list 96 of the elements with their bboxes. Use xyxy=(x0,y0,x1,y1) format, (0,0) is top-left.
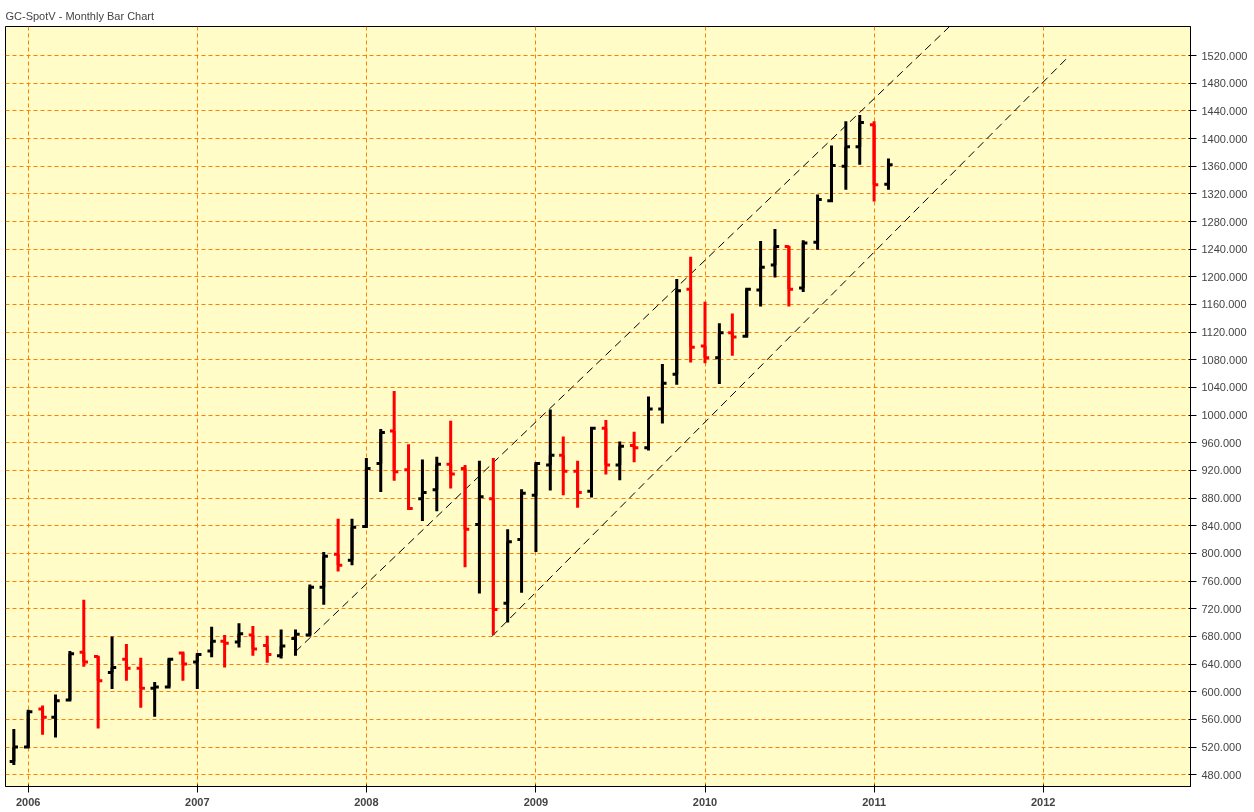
candlestick xyxy=(797,238,809,294)
candlestick xyxy=(713,321,726,386)
candlestick xyxy=(459,463,471,569)
candlestick xyxy=(22,708,34,749)
candlestick xyxy=(854,113,866,167)
y-tick-label: 880.000 xyxy=(1201,492,1242,505)
y-tick-label: 1160.000 xyxy=(1201,298,1247,311)
y-tick-label: 480.000 xyxy=(1201,768,1242,781)
candlestick xyxy=(825,143,838,204)
y-tick-label: 920.000 xyxy=(1201,464,1242,477)
candlestick xyxy=(247,624,259,658)
y-tick-label: 1040.000 xyxy=(1201,381,1248,394)
candlestick xyxy=(318,550,330,607)
y-tick-label: 960.000 xyxy=(1201,436,1242,449)
candlestick xyxy=(36,704,49,737)
candlestick xyxy=(233,621,245,649)
x-tick-label: 2011 xyxy=(862,795,887,808)
candlestick xyxy=(671,277,683,387)
candlestick xyxy=(261,634,273,665)
candlestick xyxy=(642,394,655,452)
candlestick xyxy=(868,119,880,203)
candlestick xyxy=(375,427,387,494)
y-tick-label: 1360.000 xyxy=(1201,160,1248,173)
candlestick xyxy=(557,435,569,497)
candlestick xyxy=(92,654,104,730)
candlestick xyxy=(177,651,189,683)
x-tick-label: 2009 xyxy=(523,795,549,808)
candlestick xyxy=(544,408,556,493)
y-tick-label: 1000.000 xyxy=(1201,409,1248,422)
candlestick xyxy=(346,517,358,567)
y-tick-label: 560.000 xyxy=(1201,713,1242,726)
candlestick xyxy=(515,487,528,595)
y-tick-label: 840.000 xyxy=(1201,519,1242,532)
y-tick-label: 1080.000 xyxy=(1201,353,1248,366)
candlestick xyxy=(741,286,753,339)
y-tick-label: 1320.000 xyxy=(1201,187,1248,200)
candlestick xyxy=(628,430,640,464)
candlestick xyxy=(120,642,133,683)
candlestick xyxy=(726,311,739,358)
y-tick-label: 600.000 xyxy=(1201,685,1242,698)
y-tick-label: 1440.000 xyxy=(1201,104,1248,117)
y-tick-label: 720.000 xyxy=(1201,602,1242,615)
candlestick xyxy=(275,628,287,661)
candlestick xyxy=(78,598,90,669)
candlestick xyxy=(600,418,612,477)
candlestick xyxy=(218,633,231,670)
candlestick xyxy=(614,439,626,482)
candlestick xyxy=(431,455,443,513)
y-tick-label: 1120.000 xyxy=(1201,326,1247,339)
candlestick xyxy=(205,625,218,659)
x-tick-label: 2007 xyxy=(185,795,210,808)
x-tick-label: 2008 xyxy=(354,795,379,808)
candlestick xyxy=(402,442,415,510)
candlestick xyxy=(530,460,542,554)
candlestick xyxy=(106,634,118,691)
x-tick-label: 2010 xyxy=(692,795,718,808)
candlestick xyxy=(473,459,486,596)
candlestick xyxy=(8,727,20,767)
candlestick xyxy=(49,693,62,739)
y-tick-label: 1280.000 xyxy=(1201,215,1248,228)
x-tick-label: 2006 xyxy=(15,795,41,808)
y-tick-label: 800.000 xyxy=(1201,547,1242,560)
candlestick xyxy=(882,157,895,192)
candlestick xyxy=(811,193,824,252)
x-tick-label: 2012 xyxy=(1030,795,1056,808)
y-tick-label: 1520.000 xyxy=(1201,49,1248,62)
chart-title: GC-SpotV - Monthly Bar Chart xyxy=(5,9,155,22)
candlestick xyxy=(416,457,429,523)
candlestick xyxy=(304,583,316,637)
candlestick xyxy=(783,244,795,309)
candlestick xyxy=(769,227,781,280)
y-tick-label: 1400.000 xyxy=(1201,132,1248,145)
candlestick xyxy=(388,389,400,483)
y-tick-label: 760.000 xyxy=(1201,575,1242,588)
y-tick-label: 640.000 xyxy=(1201,658,1242,671)
y-tick-label: 1480.000 xyxy=(1201,77,1248,90)
candlestick xyxy=(332,517,344,573)
y-tick-label: 520.000 xyxy=(1201,741,1242,754)
candlestick xyxy=(191,651,203,691)
candlestick xyxy=(149,680,161,719)
candlestick xyxy=(754,239,767,309)
candlestick xyxy=(571,459,584,510)
candlestick xyxy=(502,527,514,625)
candlestick xyxy=(699,300,711,365)
y-tick-label: 1240.000 xyxy=(1201,243,1248,256)
candlestick xyxy=(64,649,76,702)
candlestick xyxy=(487,456,499,637)
candlestick xyxy=(163,656,175,689)
candlestick xyxy=(684,255,697,365)
candlestick xyxy=(840,119,852,192)
candlestick xyxy=(656,362,669,425)
candlestick xyxy=(445,419,457,490)
y-tick-label: 680.000 xyxy=(1201,630,1242,643)
y-tick-label: 1200.000 xyxy=(1201,270,1248,283)
candlestick xyxy=(135,656,147,710)
candlestick xyxy=(360,456,373,528)
